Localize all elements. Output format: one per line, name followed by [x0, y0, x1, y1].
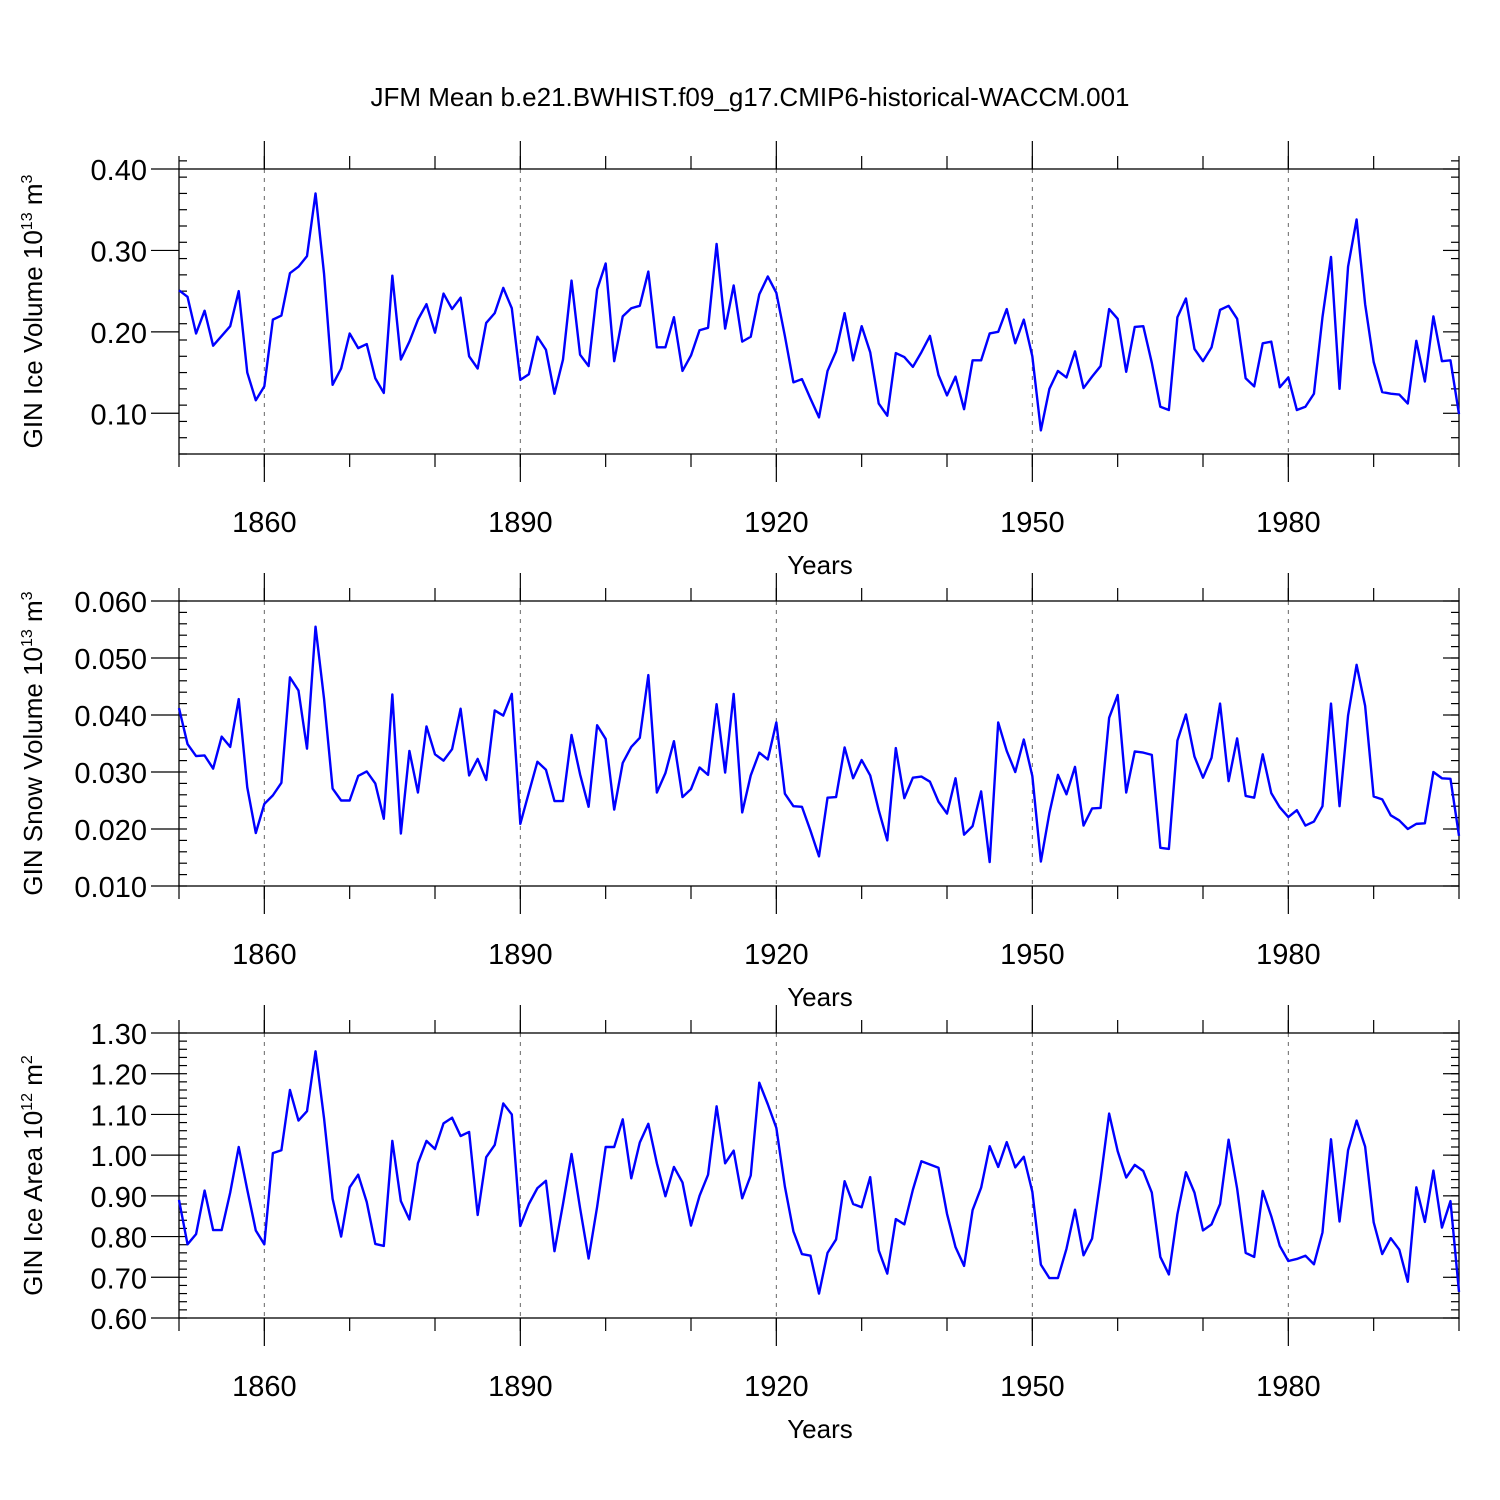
y-tick-label: 0.90 [91, 1182, 147, 1214]
y-tick-label: 0.20 [91, 318, 147, 350]
y-axis-label-exponent: 3 [19, 591, 36, 600]
y-axis-label-text: m [18, 600, 48, 629]
x-tick-label: 1980 [1256, 939, 1321, 971]
series-line [177, 1050, 1461, 1295]
panel-3: 0.60 0.70 0.80 0.90 1.00 1.10 1.20 1.30 1860 1890… [18, 1005, 1461, 1444]
y-tick-label: 0.050 [74, 644, 147, 676]
y-axis-label-exponent: 13 [19, 629, 36, 647]
y-tick-label: 0.020 [74, 815, 147, 847]
series-line [178, 192, 1461, 432]
y-axis-label-exponent: 13 [19, 212, 36, 230]
plot-frame [178, 168, 1460, 455]
x-tick-label: 1920 [744, 1371, 809, 1403]
x-tick-label: 1950 [1000, 507, 1065, 539]
y-axis-label-text: GIN Ice Area 10 [18, 1111, 48, 1296]
x-tick-label: 1860 [232, 939, 297, 971]
chart-panels: 0.10 0.20 0.30 0.40 1860 1890 1920 1950 1980 Year… [18, 141, 1461, 1444]
series-line [177, 625, 1461, 864]
y-tick-label: 1.10 [91, 1100, 147, 1132]
y-tick-label: 0.40 [91, 155, 147, 187]
y-tick-label: 1.20 [91, 1060, 147, 1092]
y-axis-label: GIN Ice Volume 1013 m3 [18, 174, 48, 448]
panel-1: 0.10 0.20 0.30 0.40 1860 1890 1920 1950 1980 Year… [18, 141, 1461, 580]
chart-title: JFM Mean b.e21.BWHIST.f09_g17.CMIP6-hist… [370, 82, 1129, 112]
x-tick-label: 1920 [744, 939, 809, 971]
x-tick-label: 1890 [488, 1371, 553, 1403]
x-axis-label: Years [787, 1414, 853, 1444]
y-axis-label-text: GIN Snow Volume 10 [18, 647, 48, 896]
x-tick-label: 1950 [1000, 939, 1065, 971]
y-tick-label: 0.10 [91, 399, 147, 431]
y-tick-label: 0.030 [74, 758, 147, 790]
y-tick-label: 1.30 [91, 1019, 147, 1051]
y-axis-label-exponent: 2 [19, 1055, 36, 1064]
y-tick-label: 0.60 [91, 1304, 147, 1336]
plot-frame [178, 600, 1460, 887]
x-tick-label: 1860 [232, 507, 297, 539]
y-tick-label: 0.30 [91, 236, 147, 268]
x-tick-label: 1950 [1000, 1371, 1065, 1403]
x-tick-label: 1980 [1256, 1371, 1321, 1403]
y-tick-label: 0.040 [74, 701, 147, 733]
y-tick-label: 0.060 [74, 587, 147, 619]
y-axis-label: GIN Snow Volume 1013 m3 [18, 591, 48, 895]
y-tick-label: 0.010 [74, 872, 147, 904]
panel-2: 0.010 0.020 0.030 0.040 0.050 0.060 1860 1890 19… [18, 573, 1461, 1012]
y-axis-label-text: m [18, 1064, 48, 1093]
y-tick-label: 0.80 [91, 1223, 147, 1255]
y-axis-label-exponent: 12 [19, 1093, 36, 1111]
x-axis-label: Years [787, 550, 853, 580]
x-tick-label: 1980 [1256, 507, 1321, 539]
x-tick-label: 1860 [232, 1371, 297, 1403]
y-tick-label: 0.70 [91, 1263, 147, 1295]
x-axis-label: Years [787, 982, 853, 1012]
plot-frame [178, 1032, 1460, 1319]
x-tick-label: 1920 [744, 507, 809, 539]
y-axis-label-exponent: 3 [19, 174, 36, 183]
x-tick-label: 1890 [488, 507, 553, 539]
x-tick-label: 1890 [488, 939, 553, 971]
y-axis-label-text: m [18, 183, 48, 212]
y-axis-label-text: GIN Ice Volume 10 [18, 230, 48, 448]
y-axis-label: GIN Ice Area 1012 m2 [18, 1055, 48, 1296]
y-tick-label: 1.00 [91, 1141, 147, 1173]
